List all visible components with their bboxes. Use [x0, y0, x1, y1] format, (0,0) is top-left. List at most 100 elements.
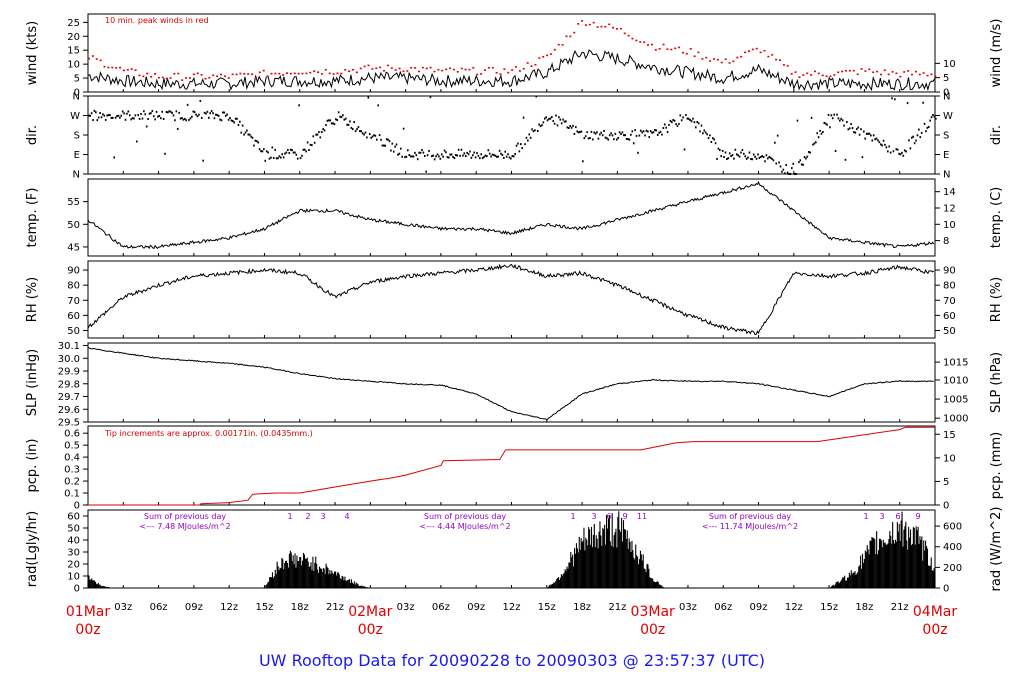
dir-point — [319, 136, 322, 139]
pcp-left-tick-label: 0.1 — [64, 489, 80, 500]
dir-point — [493, 154, 495, 157]
wind-peak-point — [588, 23, 591, 26]
dir-point — [503, 156, 505, 159]
wind-peak-point — [658, 48, 661, 50]
date-label: 04Mar — [913, 604, 957, 620]
dir-point — [335, 118, 337, 121]
wind-peak-point — [406, 70, 409, 72]
dir-point — [244, 131, 247, 134]
rh-panel: 50 60 70 80 90 50 60 70 80 90 RH (%) RH (%) — [25, 260, 1004, 339]
wind-peak-point — [786, 65, 789, 67]
wind-peak-point — [650, 43, 653, 46]
dir-point — [220, 119, 223, 122]
dir-point — [792, 162, 795, 165]
dir-point — [723, 155, 725, 158]
dir-point — [916, 134, 919, 137]
dir-point — [810, 116, 813, 119]
wind-peak-point — [398, 67, 401, 70]
wind-peak-point — [212, 74, 215, 77]
dir-point — [237, 124, 240, 127]
dir-point — [133, 117, 135, 120]
dir-point — [200, 116, 203, 119]
dir-point — [642, 130, 645, 133]
dir-point — [207, 116, 210, 119]
dir-point — [124, 118, 127, 121]
dir-point — [110, 116, 113, 119]
dir-point — [683, 148, 686, 151]
rh-line — [87, 263, 935, 336]
dir-point — [538, 123, 540, 126]
dir-point — [274, 148, 276, 151]
dir-point — [141, 117, 144, 120]
dir-point — [308, 148, 310, 151]
wind-peak-point — [161, 76, 164, 79]
dir-point — [884, 143, 886, 146]
dir-point — [399, 147, 402, 150]
dir-point — [840, 117, 843, 120]
dir-point — [281, 153, 283, 156]
wind-peak-point — [91, 55, 94, 57]
rad-left-label: rad(Lgly/hr) — [25, 511, 40, 587]
dir-point — [309, 143, 312, 146]
dir-point — [412, 155, 415, 158]
dir-point — [491, 153, 494, 156]
wind-peak-point — [185, 77, 188, 79]
dir-point — [320, 130, 323, 133]
dir-point — [863, 130, 865, 133]
dir-point — [745, 157, 748, 160]
dir-point — [212, 112, 214, 115]
rad-hour-mark: 9 — [622, 512, 627, 521]
dir-point — [532, 130, 535, 133]
wind-peak-point — [348, 70, 351, 73]
dir-point — [191, 115, 193, 118]
dir-point — [158, 114, 161, 117]
dir-point — [93, 109, 96, 112]
wind-peak-point — [592, 21, 595, 24]
dir-point — [855, 128, 858, 131]
wind-right-tick-label: 5 — [943, 73, 949, 84]
dir-point — [781, 170, 783, 173]
dir-point — [935, 117, 937, 120]
dir-point — [466, 151, 468, 154]
dir-point — [728, 152, 731, 155]
dir-point — [172, 114, 175, 117]
dir-point — [572, 124, 574, 127]
dir-point — [768, 155, 771, 158]
wind-peak-point — [386, 64, 389, 67]
dir-point — [680, 119, 683, 122]
dir-point — [672, 119, 675, 122]
dir-point — [462, 154, 464, 157]
wind-panel: 0 5 10 15 20 25 0 5 10 wind (kts) wind (m/s) 10 min… — [25, 13, 1004, 99]
dir-point — [535, 95, 538, 98]
dir-point — [95, 111, 97, 114]
dir-point — [517, 142, 519, 145]
dir-point — [857, 126, 859, 129]
dir-point — [210, 110, 213, 113]
hour-label: 15z — [538, 602, 556, 613]
slp-left-tick-label: 30.0 — [58, 354, 80, 365]
wind-peak-point — [744, 51, 747, 54]
rad-note-line1: Sum of previous day — [709, 512, 791, 521]
wind-peak-point — [670, 48, 673, 51]
dir-point — [443, 149, 446, 152]
dir-point — [758, 156, 761, 159]
dir-left-tick-label: W — [70, 111, 80, 122]
wind-peak-point — [926, 74, 929, 77]
rad-right-tick-label: 0 — [943, 584, 949, 595]
wind-peak-point — [181, 79, 184, 81]
wind-peak-point — [410, 66, 413, 69]
wind-peak-point — [425, 67, 428, 70]
dir-point — [127, 110, 130, 113]
wind-peak-point — [654, 49, 657, 51]
dir-point — [405, 155, 408, 158]
dir-point — [918, 128, 920, 131]
dir-point — [803, 156, 806, 159]
dir-point — [494, 154, 497, 157]
dir-point — [255, 140, 258, 143]
dir-point — [769, 156, 772, 159]
wind-peak-point — [371, 68, 374, 70]
dir-point — [123, 112, 125, 115]
dir-point — [885, 146, 888, 149]
dir-point — [594, 132, 597, 135]
dir-point — [236, 117, 238, 120]
